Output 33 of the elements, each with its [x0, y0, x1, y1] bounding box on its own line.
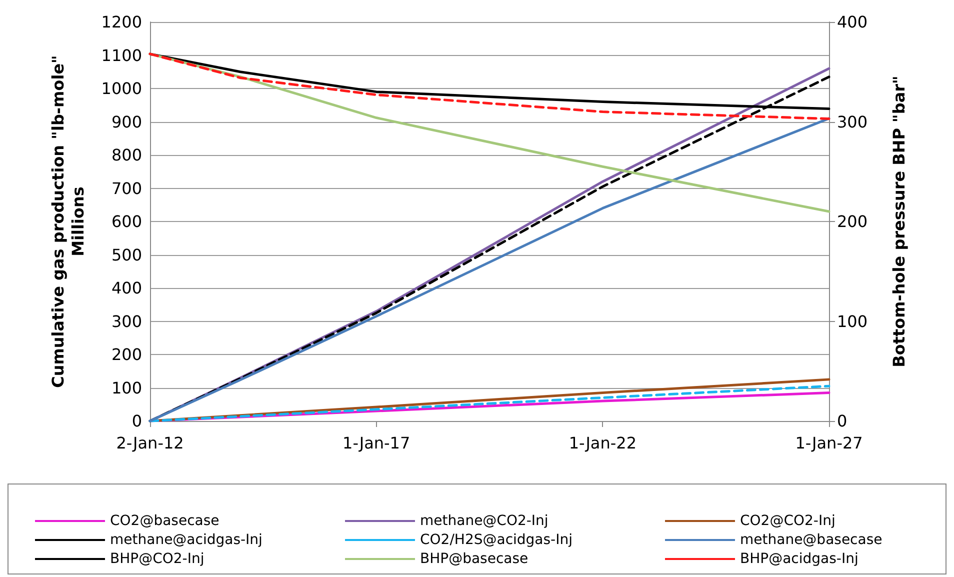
- legend-label: CO2/H2S@acidgas-Inj: [420, 532, 572, 548]
- x-tick-label: 2-Jan-12: [116, 434, 184, 452]
- legend-label: methane@CO2-Inj: [420, 513, 548, 529]
- legend-label: BHP@acidgas-Inj: [740, 551, 858, 567]
- y-tick-label: 500: [111, 245, 142, 264]
- y-tick-label: 600: [111, 212, 142, 231]
- y-tick-label: 200: [111, 345, 142, 364]
- y-tick-label: 1200: [101, 12, 142, 32]
- y2-tick-label: 200: [837, 212, 868, 231]
- y2-tick-label: 100: [837, 312, 868, 331]
- y-tick-label: 0: [132, 412, 142, 430]
- y-tick-label: 800: [111, 146, 142, 164]
- y2-tick-label: 300: [837, 112, 868, 132]
- y2-tick-label: 400: [837, 12, 868, 32]
- x-tick-label: 1-Jan-22: [568, 434, 636, 452]
- y2-axis-title: Bottom-hole pressure BHP "bar": [890, 76, 908, 368]
- x-tick-label: 1-Jan-17: [342, 434, 410, 452]
- y-tick-label: 900: [111, 112, 142, 132]
- y-tick-label: 400: [111, 278, 142, 298]
- y-tick-label: 1000: [101, 79, 142, 98]
- legend-label: CO2@CO2-Inj: [740, 513, 836, 529]
- legend-label: BHP@basecase: [420, 551, 528, 567]
- x-tick-label: 1-Jan-27: [795, 434, 863, 452]
- legend-label: methane@acidgas-Inj: [110, 532, 262, 548]
- y-tick-label: 1100: [101, 46, 142, 65]
- y-tick-label: 100: [111, 378, 142, 398]
- y-tick-label: 700: [111, 178, 142, 198]
- y-axis-title: Cumulative gas production "lb-mole" Millions: [48, 55, 88, 388]
- legend-label: methane@basecase: [740, 532, 882, 548]
- y2-tick-label: 0: [837, 412, 848, 430]
- legend-label: BHP@CO2-Inj: [110, 551, 204, 567]
- legend-label: CO2@basecase: [110, 513, 220, 529]
- y-tick-label: 300: [111, 312, 142, 331]
